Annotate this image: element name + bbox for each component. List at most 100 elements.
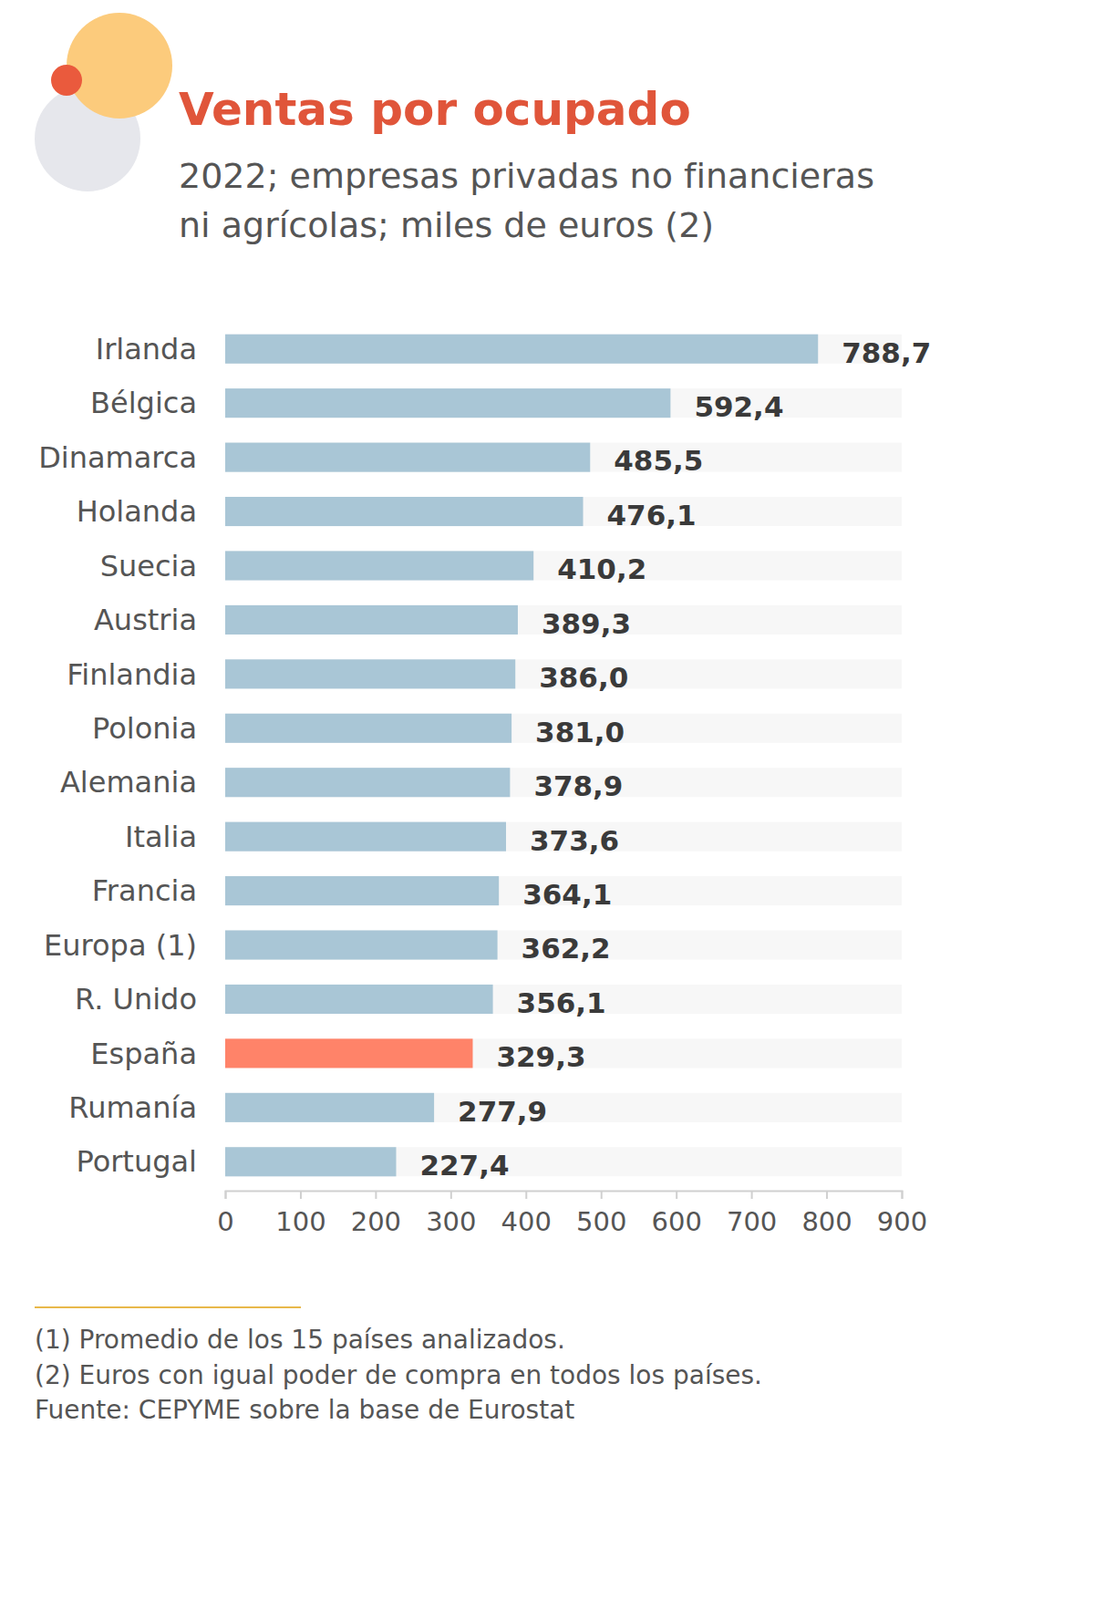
tick-label: 700 <box>726 1206 777 1238</box>
bar <box>225 388 671 418</box>
tick-label: 600 <box>650 1206 702 1238</box>
tick: 200 <box>351 1190 402 1238</box>
data-label: 364,1 <box>522 878 612 911</box>
tick-mark <box>225 1190 228 1199</box>
bar <box>225 443 590 473</box>
category-label: Bélgica <box>90 385 197 421</box>
data-label: 227,4 <box>419 1148 509 1182</box>
bar <box>225 1038 473 1068</box>
tick-mark <box>374 1190 377 1199</box>
data-labels: 788,7 592,4 485,5 476,1 410,2 389,3 386,0 381,0… <box>419 336 931 1183</box>
category-label: Austria <box>93 602 197 638</box>
category-label: Italia <box>124 819 197 855</box>
tick: 100 <box>275 1190 326 1238</box>
category-label: Rumanía <box>68 1090 197 1126</box>
track <box>225 1093 902 1123</box>
tick-label: 800 <box>801 1206 852 1238</box>
data-label: 381,0 <box>535 715 625 749</box>
track <box>225 334 902 364</box>
tick-label: 200 <box>351 1206 402 1238</box>
category-labels: Irlanda Bélgica Dinamarca Holanda Suecia Aust… <box>38 331 197 1180</box>
x-axis: 0 100 200 300 400 500 600 700 800 900 <box>216 1190 928 1238</box>
subtitle: 2022; empresas privadas no financieras <box>178 155 875 197</box>
deco-circle <box>66 12 173 119</box>
bar <box>225 767 510 797</box>
separator <box>34 1306 301 1309</box>
data-label: 476,1 <box>607 498 697 532</box>
chart: Ventas por ocupado 2022; empresas privada… <box>0 0 1095 1600</box>
bar <box>225 550 534 580</box>
data-label: 410,2 <box>557 552 647 586</box>
data-label: 386,0 <box>538 661 629 694</box>
tick-mark <box>901 1190 904 1199</box>
data-label: 389,3 <box>541 607 631 641</box>
tick: 400 <box>501 1190 552 1238</box>
data-label: 356,1 <box>516 986 607 1020</box>
tick-mark <box>450 1190 453 1199</box>
category-label: Suecia <box>100 548 197 584</box>
data-label: 485,5 <box>613 444 703 477</box>
category-label: Europa (1) <box>43 928 197 963</box>
tick-mark <box>299 1190 302 1199</box>
tick-label: 500 <box>576 1206 627 1238</box>
bar <box>225 496 584 527</box>
tick-label: 400 <box>501 1206 552 1238</box>
category-label: R. Unido <box>74 981 197 1017</box>
tick-label: 900 <box>877 1206 928 1238</box>
footnote: (2) Euros con igual poder de compra en t… <box>34 1360 763 1391</box>
data-label: 362,2 <box>521 931 611 965</box>
decoration <box>34 12 173 192</box>
tick: 700 <box>726 1190 777 1238</box>
axis-line <box>226 1191 903 1200</box>
tracks <box>225 334 902 1178</box>
track <box>225 443 902 473</box>
tick: 300 <box>425 1190 476 1238</box>
tick: 500 <box>576 1190 627 1238</box>
bar <box>225 984 494 1014</box>
track <box>225 1146 902 1177</box>
bar <box>225 334 818 364</box>
tick-mark <box>751 1190 754 1199</box>
data-label: 373,6 <box>529 824 620 858</box>
track <box>225 496 902 527</box>
tick-mark <box>600 1190 603 1199</box>
category-label: Holanda <box>76 494 197 529</box>
tick-mark <box>525 1190 527 1199</box>
tick-label: 0 <box>216 1206 234 1238</box>
tick-mark <box>675 1190 678 1199</box>
title: Ventas por ocupado <box>178 82 692 136</box>
bar <box>225 1093 434 1123</box>
bar <box>225 822 507 852</box>
bar <box>225 605 518 635</box>
data-label: 592,4 <box>693 390 784 424</box>
category-label: Alemania <box>60 764 197 800</box>
tick-mark <box>826 1190 828 1199</box>
deco-circle <box>51 64 83 96</box>
category-label: Dinamarca <box>38 440 197 476</box>
bar <box>225 876 499 906</box>
category-label: Irlanda <box>95 331 197 367</box>
tick-label: 100 <box>275 1206 326 1238</box>
category-label: Portugal <box>75 1144 197 1179</box>
tick-label: 300 <box>425 1206 476 1238</box>
data-label: 329,3 <box>495 1040 586 1074</box>
footnote: Fuente: CEPYME sobre la base de Eurostat <box>34 1394 575 1426</box>
tick: 600 <box>650 1190 702 1238</box>
data-label: 788,7 <box>841 336 931 370</box>
category-label: Francia <box>92 873 197 909</box>
category-label: España <box>90 1036 197 1072</box>
footnote: (1) Promedio de los 15 países analizados… <box>34 1324 566 1355</box>
data-label: 378,9 <box>533 769 623 803</box>
subtitle: ni agrícolas; miles de euros (2) <box>178 205 714 246</box>
category-label: Finlandia <box>66 657 197 693</box>
data-label: 277,9 <box>457 1095 548 1128</box>
bar <box>225 713 512 744</box>
tick: 0 <box>216 1190 234 1238</box>
bar <box>225 929 498 960</box>
bar <box>225 659 516 689</box>
bar <box>225 1146 396 1177</box>
tick: 900 <box>877 1190 928 1238</box>
category-label: Polonia <box>92 711 197 746</box>
track <box>225 388 902 418</box>
tick: 800 <box>801 1190 852 1238</box>
